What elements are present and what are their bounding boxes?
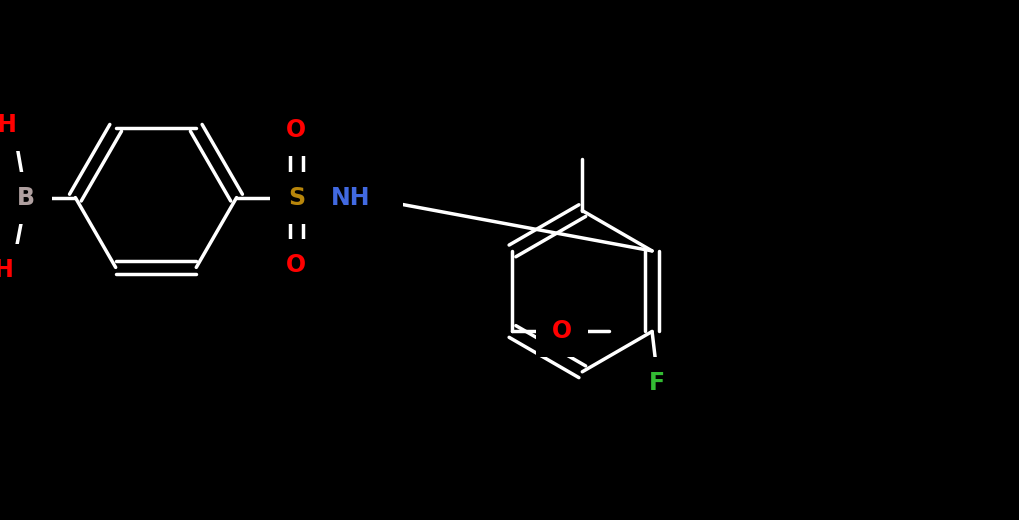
Text: O: O [286,118,307,142]
Text: NH: NH [331,186,371,210]
Bar [632,357,684,409]
Bar [0,172,52,224]
Text: O: O [286,253,307,277]
Bar [536,305,588,357]
Bar [299,172,403,224]
Text: OH: OH [0,113,17,137]
Text: B: B [17,186,35,210]
Bar [270,239,322,291]
Bar [270,104,322,156]
Bar [0,99,49,151]
Text: O: O [552,319,572,344]
Bar [0,244,47,296]
Text: F: F [649,371,665,396]
Text: S: S [287,186,305,210]
Bar [270,172,322,224]
Text: OH: OH [0,258,14,282]
